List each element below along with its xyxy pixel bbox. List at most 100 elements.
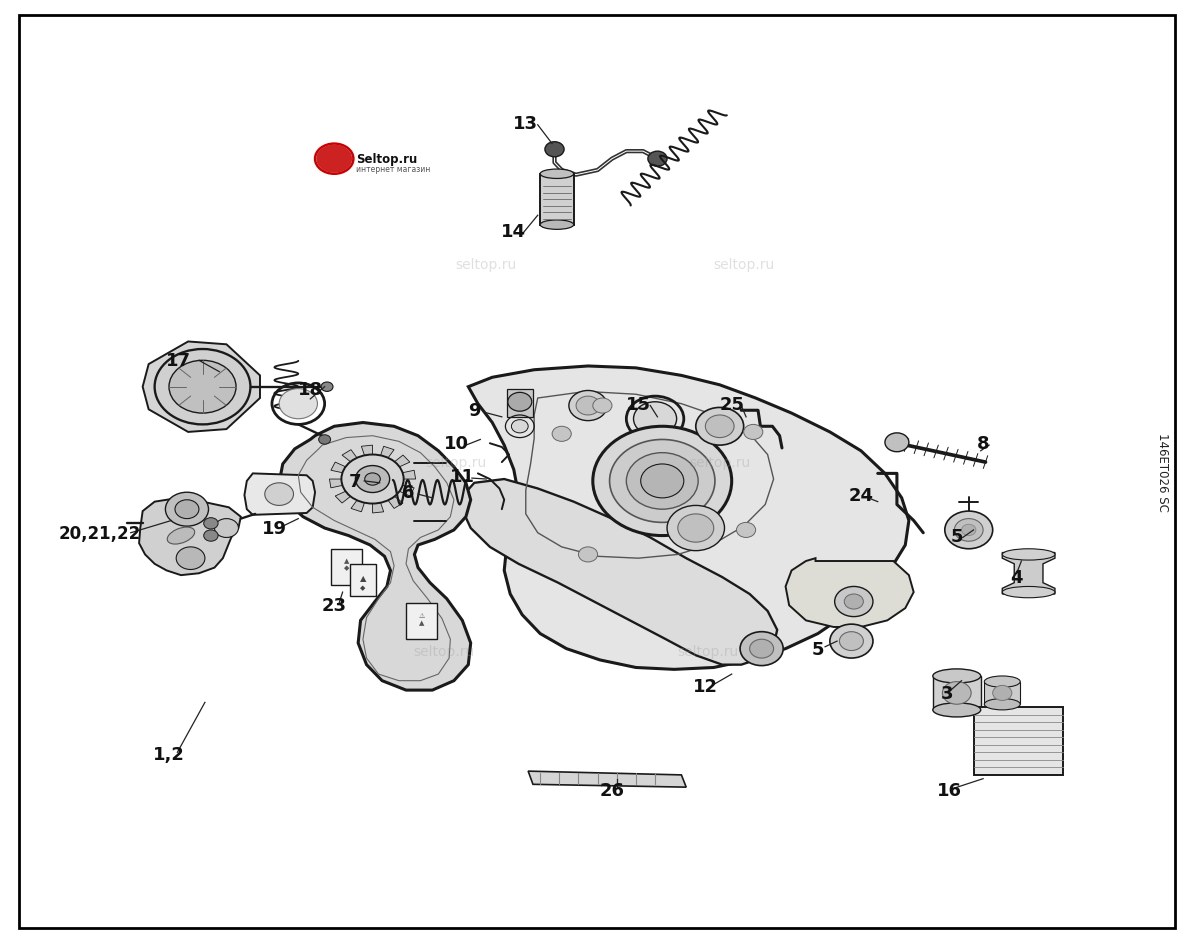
Text: 7: 7 bbox=[348, 472, 361, 490]
Polygon shape bbox=[330, 480, 342, 488]
Circle shape bbox=[830, 625, 872, 658]
Text: 3: 3 bbox=[941, 684, 954, 702]
Circle shape bbox=[341, 455, 403, 504]
Text: 9: 9 bbox=[468, 402, 480, 420]
Circle shape bbox=[626, 453, 698, 510]
Circle shape bbox=[648, 152, 667, 167]
Circle shape bbox=[280, 389, 318, 419]
Circle shape bbox=[215, 519, 239, 538]
Text: 8: 8 bbox=[977, 435, 990, 453]
Text: seltop.ru: seltop.ru bbox=[713, 258, 774, 272]
Circle shape bbox=[545, 143, 564, 158]
Circle shape bbox=[552, 427, 571, 442]
Polygon shape bbox=[786, 559, 913, 628]
Text: 12: 12 bbox=[692, 678, 718, 696]
Text: 19: 19 bbox=[262, 519, 287, 537]
Text: ◆: ◆ bbox=[360, 585, 366, 591]
Text: seltop.ru: seltop.ru bbox=[677, 644, 738, 658]
Ellipse shape bbox=[540, 170, 574, 179]
Ellipse shape bbox=[932, 703, 980, 717]
Text: 4: 4 bbox=[1010, 568, 1022, 586]
Text: seltop.ru: seltop.ru bbox=[414, 644, 475, 658]
Text: 26: 26 bbox=[600, 781, 624, 800]
Polygon shape bbox=[528, 771, 686, 787]
Circle shape bbox=[322, 382, 334, 392]
Polygon shape bbox=[372, 503, 384, 514]
Circle shape bbox=[576, 396, 600, 415]
Circle shape bbox=[744, 425, 763, 440]
Bar bbox=[973, 707, 1063, 775]
Circle shape bbox=[641, 464, 684, 498]
Circle shape bbox=[944, 512, 992, 549]
Polygon shape bbox=[280, 423, 470, 690]
Text: 15: 15 bbox=[626, 396, 650, 413]
Circle shape bbox=[569, 391, 607, 421]
Ellipse shape bbox=[167, 528, 194, 545]
Circle shape bbox=[319, 435, 331, 445]
Text: 24: 24 bbox=[848, 486, 874, 504]
Polygon shape bbox=[350, 500, 365, 513]
Text: 14: 14 bbox=[502, 223, 527, 241]
Circle shape bbox=[678, 514, 714, 543]
Text: 6: 6 bbox=[402, 483, 415, 501]
Polygon shape bbox=[380, 447, 394, 459]
Polygon shape bbox=[1002, 553, 1055, 595]
Polygon shape bbox=[331, 463, 346, 473]
Text: 25: 25 bbox=[719, 396, 744, 413]
Polygon shape bbox=[461, 480, 778, 665]
Circle shape bbox=[365, 473, 380, 485]
Circle shape bbox=[954, 519, 983, 542]
Text: seltop.ru: seltop.ru bbox=[456, 258, 517, 272]
Text: 146ET026 SC: 146ET026 SC bbox=[1156, 432, 1169, 512]
Circle shape bbox=[845, 595, 863, 610]
Bar bbox=[932, 676, 980, 710]
Text: 18: 18 bbox=[298, 380, 323, 398]
Polygon shape bbox=[139, 498, 241, 576]
Text: 13: 13 bbox=[514, 115, 539, 133]
Circle shape bbox=[169, 361, 236, 413]
Circle shape bbox=[355, 466, 390, 493]
Text: 23: 23 bbox=[322, 597, 347, 615]
Ellipse shape bbox=[984, 699, 1020, 710]
Ellipse shape bbox=[1002, 587, 1055, 598]
Polygon shape bbox=[245, 474, 316, 515]
Bar bbox=[506, 389, 533, 417]
Bar bbox=[540, 175, 574, 226]
Circle shape bbox=[265, 483, 294, 506]
Text: 11: 11 bbox=[450, 467, 475, 486]
Ellipse shape bbox=[1002, 549, 1055, 561]
Text: ▲
◆: ▲ ◆ bbox=[343, 558, 349, 571]
Bar bbox=[406, 604, 437, 639]
Circle shape bbox=[740, 632, 784, 666]
Circle shape bbox=[204, 531, 218, 542]
Circle shape bbox=[316, 144, 353, 175]
Text: 17: 17 bbox=[166, 352, 191, 370]
Circle shape bbox=[511, 420, 528, 433]
Text: интернет магазин: интернет магазин bbox=[355, 164, 430, 174]
Circle shape bbox=[610, 440, 715, 523]
Circle shape bbox=[884, 433, 908, 452]
Ellipse shape bbox=[984, 676, 1020, 687]
Circle shape bbox=[667, 506, 725, 551]
Text: ▲: ▲ bbox=[360, 574, 366, 582]
Circle shape bbox=[750, 639, 774, 658]
Bar bbox=[349, 565, 376, 597]
Text: 5: 5 bbox=[811, 640, 824, 658]
Polygon shape bbox=[342, 450, 356, 463]
Text: 16: 16 bbox=[937, 781, 962, 800]
Circle shape bbox=[634, 402, 677, 436]
Text: 5: 5 bbox=[950, 527, 964, 545]
Polygon shape bbox=[143, 342, 260, 432]
Polygon shape bbox=[388, 497, 403, 509]
Polygon shape bbox=[361, 446, 372, 456]
Text: ⚠
▲: ⚠ ▲ bbox=[419, 613, 425, 625]
Bar bbox=[984, 682, 1020, 704]
Polygon shape bbox=[400, 486, 414, 497]
Ellipse shape bbox=[540, 221, 574, 230]
Ellipse shape bbox=[932, 669, 980, 683]
Circle shape bbox=[593, 427, 732, 536]
Circle shape bbox=[166, 493, 209, 527]
Circle shape bbox=[835, 587, 872, 617]
Polygon shape bbox=[402, 471, 415, 480]
Circle shape bbox=[706, 415, 734, 438]
